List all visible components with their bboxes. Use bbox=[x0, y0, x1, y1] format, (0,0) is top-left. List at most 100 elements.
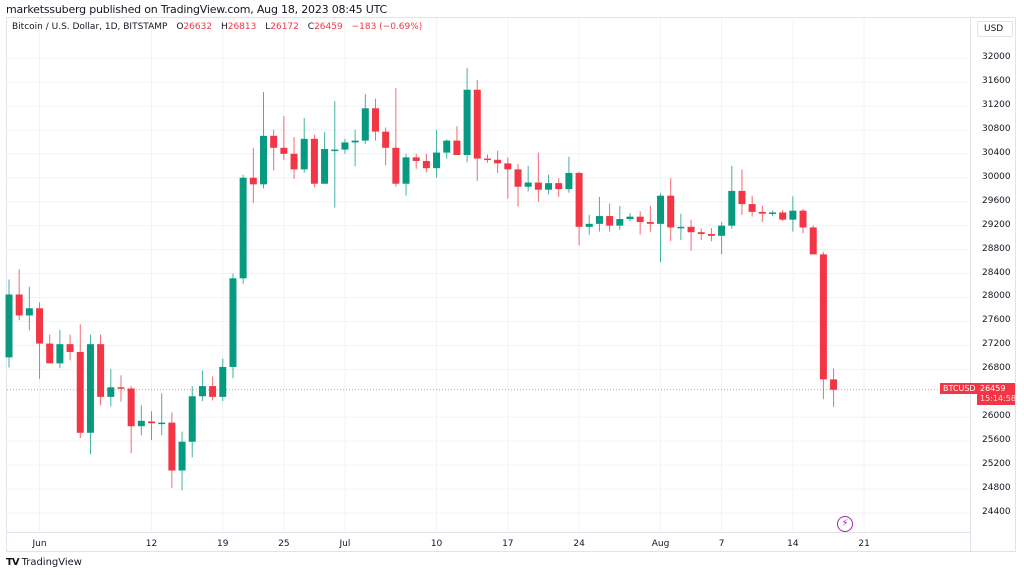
open-value: 26632 bbox=[183, 22, 213, 32]
candle[interactable] bbox=[473, 80, 481, 181]
candle[interactable] bbox=[636, 211, 644, 235]
candle[interactable] bbox=[819, 251, 827, 400]
candle[interactable] bbox=[15, 269, 23, 321]
candle[interactable] bbox=[626, 213, 634, 222]
candle[interactable] bbox=[25, 286, 33, 331]
candle[interactable] bbox=[687, 219, 695, 251]
candle[interactable] bbox=[127, 386, 135, 454]
candle[interactable] bbox=[270, 129, 278, 171]
candle[interactable] bbox=[280, 116, 288, 160]
candle[interactable] bbox=[453, 126, 461, 155]
high-value: 26813 bbox=[227, 22, 257, 32]
candle[interactable] bbox=[392, 87, 400, 187]
candle[interactable] bbox=[524, 165, 532, 192]
candle[interactable] bbox=[514, 163, 522, 207]
candle[interactable] bbox=[718, 222, 726, 255]
candle[interactable] bbox=[697, 228, 705, 241]
candle[interactable] bbox=[585, 214, 593, 235]
candle[interactable] bbox=[249, 147, 257, 203]
candle[interactable] bbox=[239, 174, 247, 284]
candle[interactable] bbox=[46, 334, 54, 364]
candle[interactable] bbox=[341, 138, 349, 154]
candle[interactable] bbox=[56, 329, 64, 369]
candle[interactable] bbox=[229, 273, 237, 379]
time-tick-label: 24 bbox=[573, 539, 585, 549]
candle[interactable] bbox=[117, 375, 125, 402]
candle[interactable] bbox=[97, 334, 105, 406]
candle[interactable] bbox=[76, 324, 84, 439]
candle[interactable] bbox=[545, 174, 553, 195]
candle[interactable] bbox=[260, 92, 267, 189]
candle[interactable] bbox=[331, 101, 339, 208]
candle[interactable] bbox=[677, 213, 685, 241]
candle[interactable] bbox=[412, 153, 420, 169]
candle[interactable] bbox=[789, 196, 797, 232]
candle[interactable] bbox=[158, 393, 166, 436]
price-tick-label: 31600 bbox=[982, 75, 1011, 86]
candle[interactable] bbox=[707, 228, 715, 242]
high-label: H bbox=[220, 22, 228, 32]
candle[interactable] bbox=[168, 412, 176, 488]
candle[interactable] bbox=[361, 93, 369, 145]
currency-button[interactable]: USD bbox=[977, 21, 1013, 37]
candle[interactable] bbox=[463, 68, 471, 163]
symbol-price-tag: BTCUSD bbox=[940, 383, 979, 394]
candle[interactable] bbox=[443, 139, 451, 159]
candle[interactable] bbox=[667, 178, 675, 242]
candle[interactable] bbox=[310, 134, 318, 188]
candle[interactable] bbox=[769, 210, 776, 217]
candle[interactable] bbox=[5, 279, 13, 368]
price-tick-label: 25200 bbox=[982, 459, 1011, 470]
candle[interactable] bbox=[86, 334, 94, 455]
symbol-description: Bitcoin / U.S. Dollar, 1D, BITSTAMP bbox=[12, 22, 168, 32]
price-tick-label: 26000 bbox=[982, 411, 1011, 422]
candle[interactable] bbox=[728, 165, 736, 229]
candle[interactable] bbox=[300, 117, 308, 173]
candle[interactable] bbox=[657, 193, 665, 263]
lightning-icon[interactable]: ⚡ bbox=[837, 516, 853, 532]
time-tick-label: 19 bbox=[217, 539, 229, 549]
candle[interactable] bbox=[809, 225, 817, 255]
footer-brand[interactable]: TV TradingView bbox=[6, 557, 82, 568]
candle[interactable] bbox=[748, 195, 756, 217]
candle[interactable] bbox=[595, 196, 603, 232]
candle[interactable] bbox=[534, 152, 542, 202]
candle[interactable] bbox=[107, 369, 115, 407]
price-tick-label: 30000 bbox=[982, 171, 1011, 182]
candle[interactable] bbox=[209, 376, 217, 401]
price-tick-label: 27200 bbox=[982, 339, 1011, 350]
candle[interactable] bbox=[504, 157, 512, 199]
candle[interactable] bbox=[290, 137, 298, 179]
candle[interactable] bbox=[382, 127, 390, 166]
candle[interactable] bbox=[779, 210, 787, 221]
candle[interactable] bbox=[433, 129, 441, 178]
candle[interactable] bbox=[351, 129, 359, 167]
candle[interactable] bbox=[422, 153, 430, 173]
candle[interactable] bbox=[483, 154, 491, 163]
candle[interactable] bbox=[148, 411, 156, 440]
candle[interactable] bbox=[198, 370, 206, 402]
candle[interactable] bbox=[494, 150, 502, 173]
candle[interactable] bbox=[219, 358, 227, 402]
candle[interactable] bbox=[371, 98, 379, 141]
close-value: 26459 bbox=[314, 22, 343, 32]
candle[interactable] bbox=[575, 171, 583, 246]
price-tick-label: 27600 bbox=[982, 315, 1011, 326]
candle[interactable] bbox=[36, 302, 44, 379]
candle[interactable] bbox=[321, 132, 329, 184]
candle[interactable] bbox=[565, 156, 573, 193]
candle[interactable] bbox=[66, 334, 74, 361]
candle[interactable] bbox=[799, 208, 807, 234]
candle[interactable] bbox=[137, 405, 145, 436]
candle[interactable] bbox=[178, 431, 186, 491]
candle[interactable] bbox=[606, 203, 614, 232]
candle[interactable] bbox=[188, 386, 196, 458]
candle[interactable] bbox=[555, 178, 563, 197]
candle[interactable] bbox=[616, 205, 624, 230]
candle[interactable] bbox=[402, 153, 410, 196]
candle[interactable] bbox=[758, 205, 766, 223]
candle[interactable] bbox=[830, 368, 838, 407]
candle[interactable] bbox=[646, 205, 654, 232]
candle[interactable] bbox=[738, 169, 746, 215]
